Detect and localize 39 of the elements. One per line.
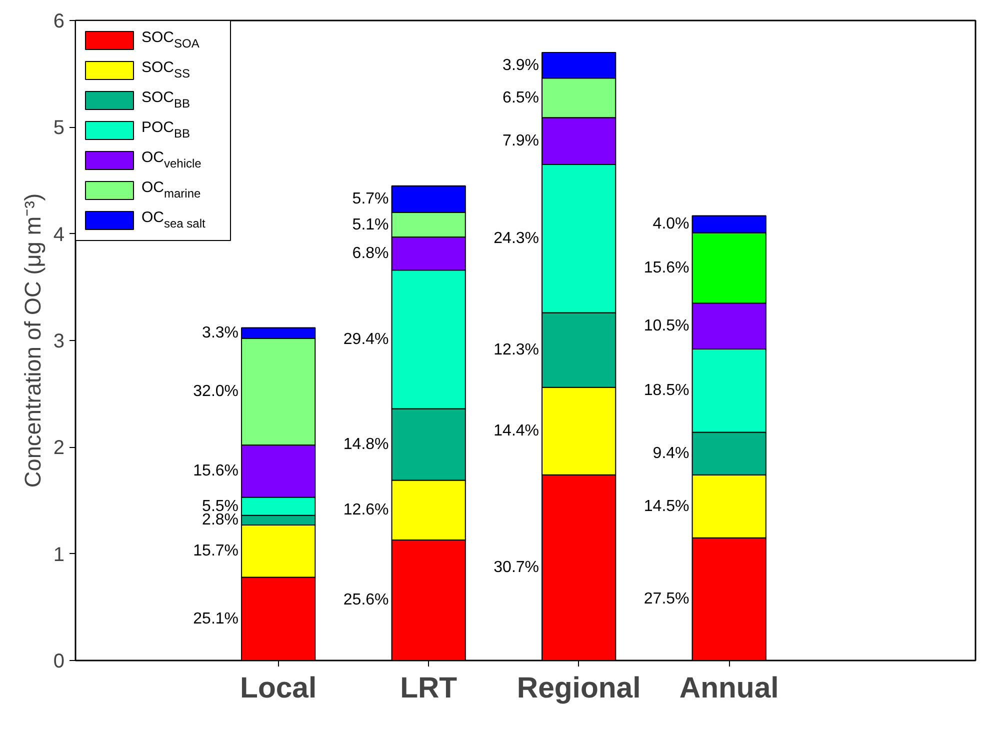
y-tick-label: 1 [53,544,64,566]
annotation: 9.4% [652,445,690,462]
y-tick-label: 4 [53,224,64,246]
annotation: 15.6% [193,462,239,480]
annotation: 6.5% [502,89,540,106]
annotation: 32.0% [193,383,239,400]
x-tick-label: Annual [679,672,779,704]
annotation: 3.3% [202,324,239,342]
annotation: 7.9% [502,132,540,150]
annotation: 2.8% [202,512,239,529]
annotation: 14.8% [343,436,389,453]
annotation: 10.5% [644,318,690,335]
annotation: 4.0% [652,216,690,233]
annotation: 14.4% [494,422,540,440]
y-tick-label: 2 [53,437,64,460]
y-tick-label: 5 [53,117,64,140]
annotation: 25.1% [193,610,239,628]
annotation: 3.9% [502,56,540,74]
y-tick-label: 3 [53,330,64,352]
annotation: 30.7% [494,559,540,576]
annotation: 12.3% [494,342,540,359]
y-tick-label: 0 [53,650,64,672]
y-axis-title: Concentration of OC (μg m⁻³) [19,193,46,488]
annotation: 24.3% [494,230,540,248]
x-tick-label: LRT [400,672,458,704]
annotation: 12.6% [343,502,389,519]
annotation: 29.4% [343,330,389,348]
annotation: 6.8% [352,245,389,262]
y-tick-label: 6 [53,10,64,32]
annotation: 5.1% [352,216,389,234]
annotation: 15.7% [193,542,239,560]
annotation: 5.7% [352,190,389,208]
annotation: 25.6% [343,592,389,609]
annotation: 27.5% [644,590,690,608]
annotation: 15.6% [644,259,690,276]
x-tick-label: Regional [516,672,641,704]
annotation: 18.5% [644,382,690,400]
annotation: 14.5% [644,498,690,515]
x-tick-label: Local [240,672,317,704]
